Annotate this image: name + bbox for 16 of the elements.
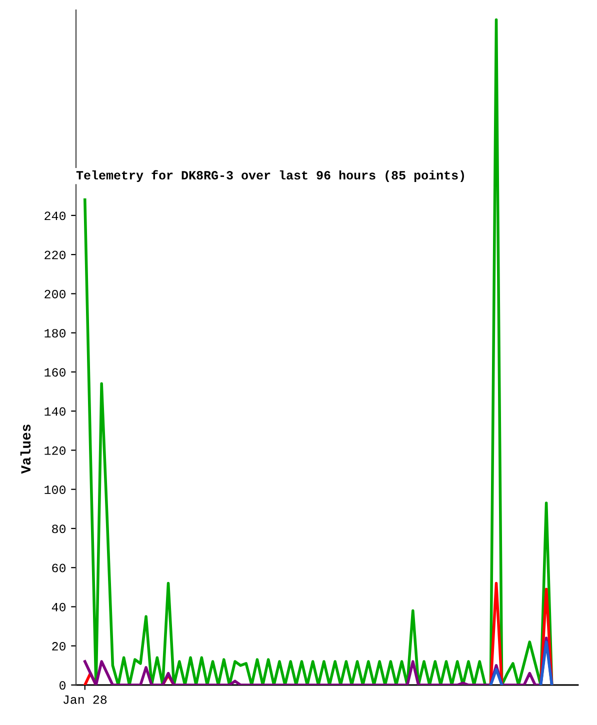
y-tick-label: 40: [52, 602, 66, 612]
y-tick-label: 240: [44, 212, 66, 220]
y-tick-label: 200: [44, 290, 66, 298]
y-tick-label: 140: [44, 407, 66, 416]
y-tick-label: 80: [52, 524, 66, 534]
x-tick-label: Jan 28: [63, 695, 107, 704]
y-tick-label: 180: [44, 328, 66, 338]
text: Telemetry for DK8RG-3 over last 96 hours (85 points): [76, 170, 464, 182]
y-axis-title: Values: [20, 424, 31, 474]
y-tick-label: 60: [52, 564, 66, 572]
y-tick-label: 20: [52, 642, 66, 651]
y-tick-label: 120: [44, 446, 66, 455]
y-tick-label: 0: [60, 681, 66, 690]
y-tick-label: 160: [44, 368, 66, 377]
y-tick-label: 100: [44, 486, 66, 494]
y-tick-label: 220: [44, 250, 66, 260]
